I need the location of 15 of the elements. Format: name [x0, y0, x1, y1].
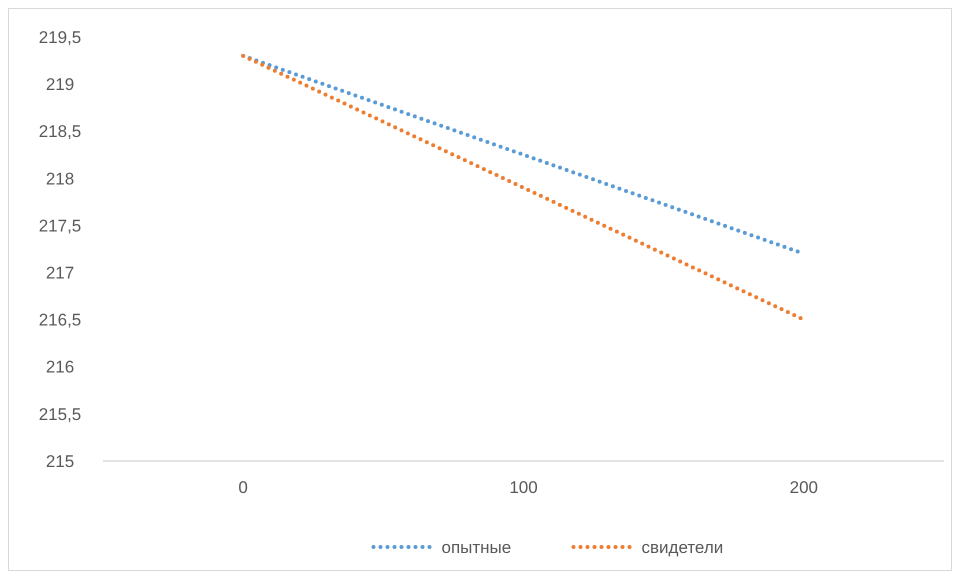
y-tick-label: 216,5 [38, 310, 82, 330]
y-tick-label: 215 [46, 452, 74, 471]
y-tick-label: 218,5 [38, 122, 82, 142]
legend-label: свидетели [642, 538, 724, 557]
y-tick-label: 219,5 [38, 28, 82, 47]
x-tick-label: 100 [509, 478, 538, 497]
y-tick-label: 217 [46, 264, 74, 283]
y-tick-label: 216 [46, 358, 74, 377]
y-tick-label: 219 [46, 75, 74, 94]
y-tick-label: 218 [46, 169, 74, 188]
legend-label: опытные [442, 538, 512, 557]
x-tick-label: 0 [238, 478, 248, 497]
y-tick-label: 217,5 [38, 216, 82, 236]
x-tick-label: 200 [790, 478, 818, 497]
y-tick-label: 215,5 [38, 404, 82, 424]
